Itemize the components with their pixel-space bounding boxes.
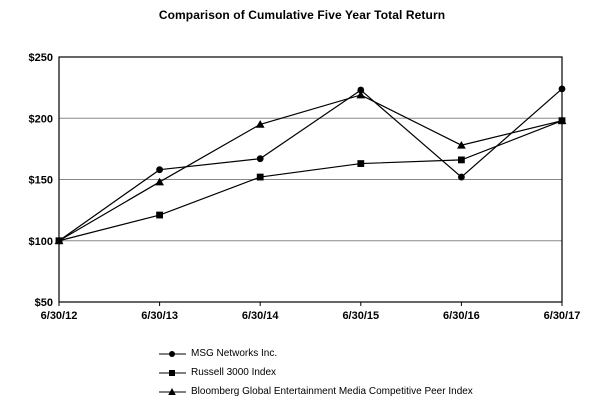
x-axis-label: 6/30/12 [41, 310, 78, 322]
series-line-circle [58, 88, 563, 242]
legend-item-msg-networks: MSG Networks Inc. [159, 347, 473, 360]
y-axis-label: $200 [29, 113, 53, 125]
legend-label: Russell 3000 Index [191, 367, 277, 378]
square-marker [156, 211, 163, 219]
chart-title: Comparison of Cumulative Five Year Total… [158, 8, 446, 22]
legend-label: Bloomberg Global Entertainment Media Com… [191, 386, 473, 397]
series-line-triangle [58, 94, 563, 242]
triangle-marker [457, 141, 466, 149]
legend: MSG Networks Inc. Russell 3000 Index Blo… [159, 347, 473, 403]
legend-item-bloomberg-peer-index: Bloomberg Global Entertainment Media Com… [159, 385, 473, 398]
circle-marker [458, 173, 465, 181]
y-axis-label: $250 [29, 52, 53, 64]
triangle-marker [255, 120, 265, 128]
circle-marker [256, 155, 264, 163]
legend-label: MSG Networks Inc. [191, 348, 278, 359]
square-marker [458, 156, 465, 164]
triangle-marker [155, 177, 164, 186]
x-axis-label: 6/30/15 [342, 310, 379, 322]
x-axis-label: 6/30/16 [443, 310, 480, 322]
y-axis-label: $150 [29, 175, 53, 187]
square-marker [558, 117, 566, 125]
y-axis-label: $100 [29, 236, 53, 248]
circle-marker-icon [159, 350, 186, 357]
x-axis-label: 6/30/14 [242, 310, 280, 322]
square-marker-icon [159, 369, 186, 376]
triangle-marker [356, 90, 366, 99]
square-marker [256, 173, 264, 181]
x-axis-label: 6/30/17 [544, 310, 581, 322]
circle-marker [156, 166, 164, 174]
triangle-marker-icon [159, 387, 186, 395]
plot-frame [58, 56, 563, 303]
circle-marker [55, 237, 63, 245]
series-line-square [58, 120, 563, 242]
circle-marker [357, 86, 365, 94]
circle-marker [558, 85, 566, 93]
square-marker [357, 160, 365, 167]
y-axis-label: $50 [35, 297, 53, 309]
legend-item-russell-3000: Russell 3000 Index [159, 366, 473, 379]
x-axis-label: 6/30/13 [141, 310, 178, 322]
